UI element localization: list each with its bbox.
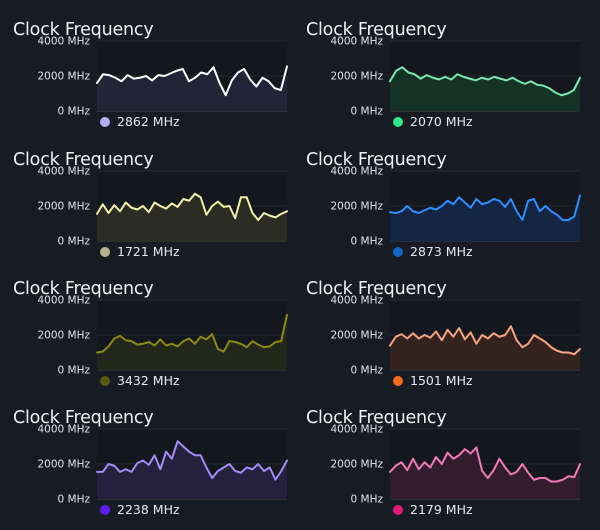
legend-value: 2873 MHz [410,244,473,259]
y-tick-label: 2000 MHz [37,201,90,213]
chart-title: Clock Frequency [306,150,447,170]
legend-value: 3432 MHz [117,373,180,388]
y-tick-label: 0 MHz [351,106,384,118]
chart-panel: Clock Frequency 4000 MHz 2000 MHz 0 MHz 2873… [293,135,583,264]
chart-legend[interactable]: 3432 MHz [100,373,180,388]
y-tick-label: 0 MHz [58,106,91,118]
chart-plot: 4000 MHz 2000 MHz 0 MHz [330,295,581,377]
chart-plot: 4000 MHz 2000 MHz 0 MHz [37,295,288,377]
y-tick-label: 4000 MHz [330,424,383,436]
chart-title: Clock Frequency [13,150,154,170]
y-tick-label: 2000 MHz [330,201,383,213]
legend-value: 2238 MHz [117,502,180,517]
chart-title: Clock Frequency [306,279,447,299]
y-tick-label: 0 MHz [351,236,384,248]
y-tick-label: 0 MHz [351,494,384,506]
y-tick-label: 0 MHz [58,365,91,377]
series-line [96,192,288,221]
chart-legend[interactable]: 2179 MHz [393,502,473,517]
chart-legend[interactable]: 2070 MHz [393,114,473,129]
chart-title: Clock Frequency [13,408,154,428]
chart-legend[interactable]: 2238 MHz [100,502,180,517]
chart-legend[interactable]: 1721 MHz [100,244,180,259]
legend-dot-icon [100,375,110,386]
y-tick-label: 0 MHz [351,365,384,377]
y-tick-label: 2000 MHz [37,71,90,83]
y-tick-label: 4000 MHz [37,166,90,178]
chart-legend[interactable]: 2862 MHz [100,114,180,129]
legend-value: 2179 MHz [410,502,473,517]
series-line [96,440,288,481]
chart-panel: Clock Frequency 4000 MHz 2000 MHz 0 MHz 1721… [0,135,290,264]
chart-panel: Clock Frequency 4000 MHz 2000 MHz 0 MHz 2179… [293,393,583,522]
legend-dot-icon [393,375,403,386]
chart-plot: 4000 MHz 2000 MHz 0 MHz [330,424,581,506]
chart-panel: Clock Frequency 4000 MHz 2000 MHz 0 MHz 3432… [0,264,290,393]
series-area [390,195,580,241]
y-tick-label: 4000 MHz [330,295,383,307]
chart-panel: Clock Frequency 4000 MHz 2000 MHz 0 MHz 1501… [293,264,583,393]
y-tick-label: 2000 MHz [330,71,383,83]
series-area [97,441,287,499]
chart-plot: 4000 MHz 2000 MHz 0 MHz [37,166,288,248]
legend-dot-icon [100,246,110,257]
legend-dot-icon [393,116,403,127]
chart-plot: 4000 MHz 2000 MHz 0 MHz [37,424,288,506]
chart-legend[interactable]: 2873 MHz [393,244,473,259]
y-tick-label: 4000 MHz [37,295,90,307]
chart-title: Clock Frequency [13,279,154,299]
y-tick-label: 2000 MHz [37,459,90,471]
chart-panel: Clock Frequency 4000 MHz 2000 MHz 0 MHz 2070… [293,5,583,134]
chart-title: Clock Frequency [306,408,447,428]
y-tick-label: 4000 MHz [37,36,90,48]
y-tick-label: 0 MHz [58,494,91,506]
y-tick-label: 4000 MHz [330,36,383,48]
legend-value: 1501 MHz [410,373,473,388]
chart-panel: Clock Frequency 4000 MHz 2000 MHz 0 MHz 2238… [0,393,290,522]
legend-value: 2862 MHz [117,114,180,129]
chart-plot: 4000 MHz 2000 MHz 0 MHz [330,166,581,248]
chart-plot: 4000 MHz 2000 MHz 0 MHz [330,36,581,118]
legend-dot-icon [393,504,403,515]
series-area [390,67,580,111]
chart-legend[interactable]: 1501 MHz [393,373,473,388]
legend-value: 1721 MHz [117,244,180,259]
y-tick-label: 4000 MHz [330,166,383,178]
series-line [389,194,581,221]
series-line [389,66,581,97]
y-tick-label: 2000 MHz [330,459,383,471]
series-line [96,65,288,97]
chart-title: Clock Frequency [306,20,447,40]
chart-panel: Clock Frequency 4000 MHz 2000 MHz 0 MHz 2862… [0,5,290,134]
y-tick-label: 0 MHz [58,236,91,248]
legend-value: 2070 MHz [410,114,473,129]
legend-dot-icon [393,246,403,257]
series-line [389,446,581,483]
chart-title: Clock Frequency [13,20,154,40]
series-area [97,66,287,111]
y-tick-label: 2000 MHz [330,330,383,342]
legend-dot-icon [100,504,110,515]
legend-dot-icon [100,116,110,127]
chart-plot: 4000 MHz 2000 MHz 0 MHz [37,36,288,118]
series-line [96,313,288,354]
y-tick-label: 4000 MHz [37,424,90,436]
series-line [389,325,581,356]
y-tick-label: 2000 MHz [37,330,90,342]
